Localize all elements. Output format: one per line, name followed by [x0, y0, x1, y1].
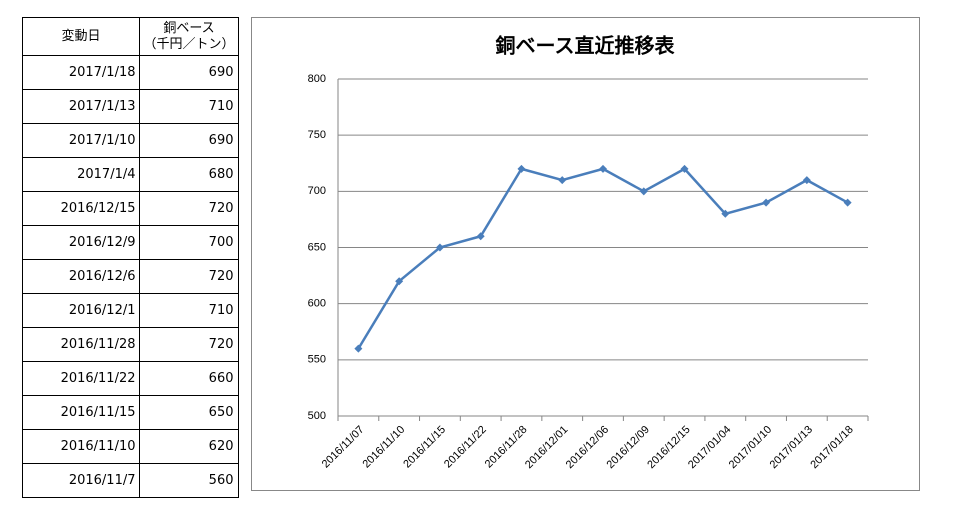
price-cell: 620: [209, 439, 234, 454]
marker: [558, 176, 567, 185]
marker: [680, 164, 689, 173]
date-cell: 2016/12/6: [69, 269, 136, 284]
date-cell: 2017/1/18: [69, 65, 136, 80]
y-tick-label: 550: [308, 354, 326, 366]
marker: [476, 232, 485, 241]
price-cell: 560: [209, 473, 234, 488]
header-cell: （千円／トン）: [143, 37, 234, 52]
price-cell: 720: [209, 269, 234, 284]
price-cell: 690: [209, 65, 234, 80]
y-tick-label: 700: [308, 185, 326, 197]
date-cell: 2017/1/13: [69, 99, 136, 114]
chart-frame: [251, 17, 920, 491]
date-cell: 2016/11/28: [61, 337, 136, 352]
chart-title: 銅ベース直近推移表: [496, 34, 676, 58]
date-cell: 2016/11/15: [61, 405, 136, 420]
date-cell: 2016/11/7: [69, 473, 136, 488]
date-cell: 2016/11/22: [61, 371, 136, 386]
price-cell: 700: [209, 235, 234, 250]
marker: [762, 198, 771, 207]
price-cell: 680: [209, 167, 234, 182]
y-tick-label: 650: [308, 241, 326, 253]
price-cell: 720: [209, 201, 234, 216]
y-tick-label: 750: [308, 129, 326, 141]
y-tick-label: 500: [308, 410, 326, 422]
marker: [802, 176, 811, 185]
y-tick-label: 600: [308, 298, 326, 310]
date-cell: 2017/1/4: [77, 167, 135, 182]
header-cell: 銅ベース: [163, 21, 214, 36]
date-cell: 2016/12/15: [61, 201, 136, 216]
price-cell: 710: [209, 303, 234, 318]
price-cell: 660: [209, 371, 234, 386]
price-cell: 720: [209, 337, 234, 352]
marker: [599, 164, 607, 173]
price-cell: 650: [209, 405, 234, 420]
price-cell: 710: [209, 99, 234, 114]
date-cell: 2016/12/1: [69, 303, 136, 318]
marker: [639, 187, 648, 196]
date-cell: 2017/1/10: [69, 133, 136, 148]
marker: [721, 209, 730, 218]
marker: [354, 344, 363, 353]
date-cell: 2016/12/9: [69, 235, 136, 250]
marker: [517, 164, 526, 173]
y-tick-label: 800: [308, 73, 326, 85]
table-frame: [22, 17, 239, 498]
price-cell: 690: [209, 133, 234, 148]
marker: [435, 243, 444, 252]
header-cell: 変動日: [61, 28, 100, 44]
marker: [395, 277, 404, 286]
marker: [843, 198, 852, 207]
date-cell: 2016/11/10: [61, 439, 136, 454]
